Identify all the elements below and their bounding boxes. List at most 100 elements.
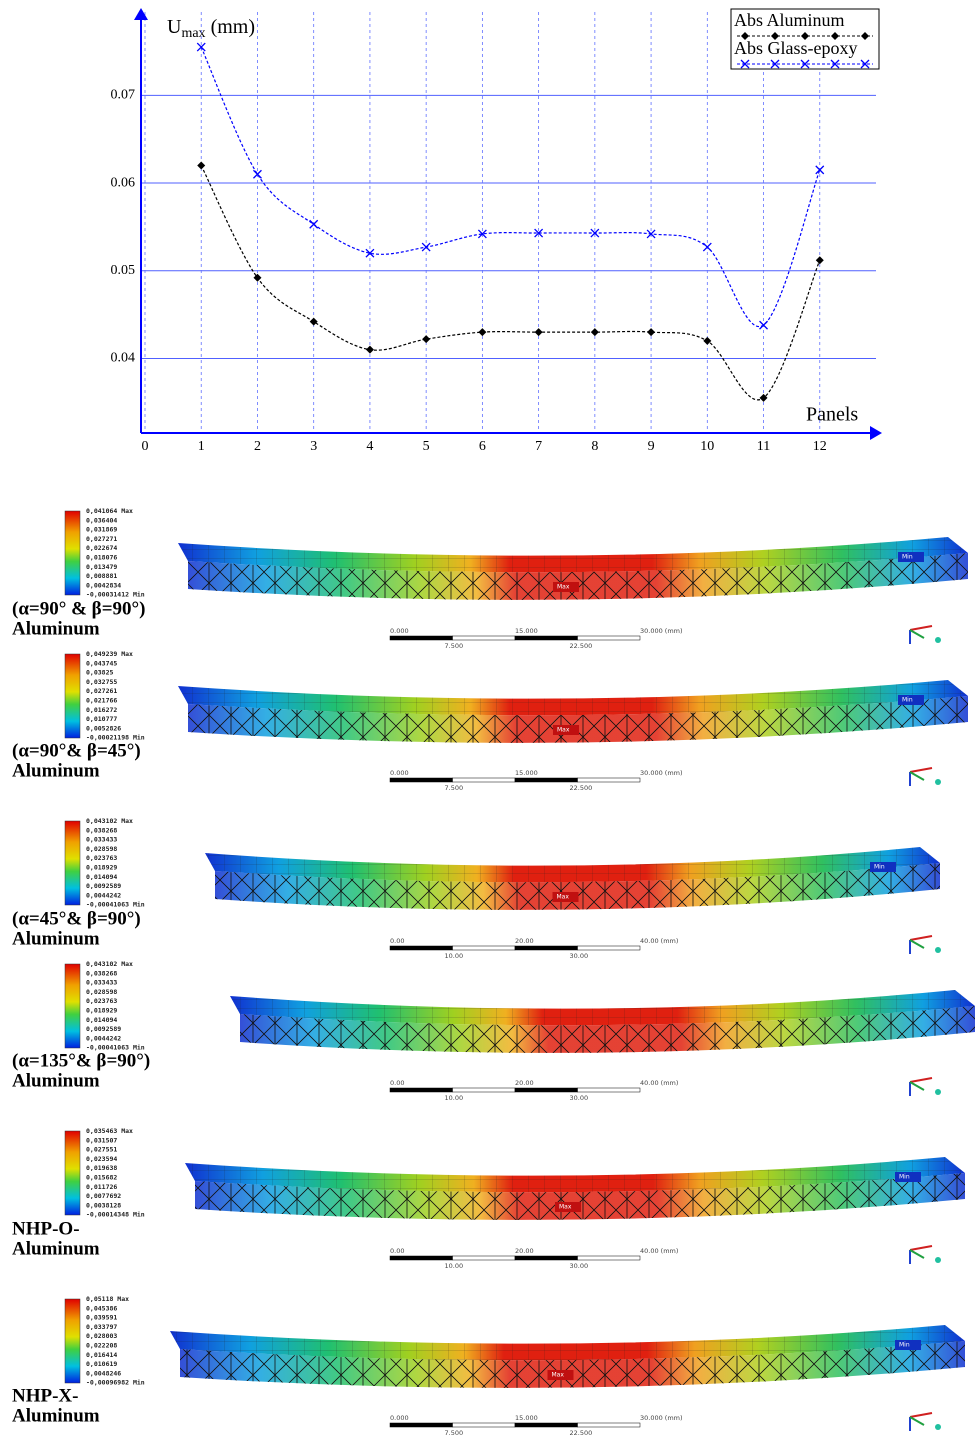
legend-value: 0,038268 [86,969,117,977]
legend-value: 0,013479 [86,563,117,571]
legend-colorbar [65,654,80,738]
scale-label: 30.00 [570,952,589,960]
triad-dot [935,947,941,953]
marker [816,256,824,264]
legend-value: 0,018929 [86,864,117,872]
legend-value: 0,032755 [86,678,117,686]
legend-value: 0,023763 [86,854,117,862]
marker [310,318,318,326]
scale-bar-segment [453,636,516,640]
legend-value: 0,0077692 [86,1192,121,1200]
scale-label: 0.000 [390,769,409,777]
panel-label: Aluminum [12,760,100,781]
legend-value: 0,043745 [86,659,117,667]
series-line [201,47,820,326]
marker [253,170,261,178]
legend-value: 0,033797 [86,1323,117,1331]
x-tick-label: 4 [366,439,373,454]
legend-value: 0,028003 [86,1332,117,1340]
scale-label: 15.000 [515,627,538,635]
legend-value: 0,0044242 [86,891,121,899]
result-tag-label: Max [552,1372,565,1379]
scale-bar-segment [390,1423,453,1427]
triad-dot [935,779,941,785]
legend-colorbar [65,511,80,595]
legend-value: 0,027261 [86,687,117,695]
marker [535,328,543,336]
triad-dot [935,637,941,643]
figure: Umax(mm) Panels 0.040.050.060.0701234567… [0,0,977,1442]
fe-panel: 0,043102 Max0,0382680,0334330,0285980,02… [12,960,975,1102]
panel-label: Aluminum [12,1238,100,1259]
series-line [201,165,820,399]
legend-value: 0,011726 [86,1183,117,1191]
legend-value: 0,03825 [86,669,113,677]
triad-dot [935,1089,941,1095]
fe-panel: 0,041064 Max0,0364040,0318690,0272710,02… [12,507,968,650]
scale-label: 30.000 (mm) [640,627,683,635]
triad-axis [910,768,932,772]
marker [197,161,205,169]
result-tag-label: Max [559,1204,572,1211]
scale-bar-segment [390,946,453,950]
triad-axis [910,1413,932,1417]
x-tick-label: 0 [142,439,149,454]
scale-bar-segment [390,1256,453,1260]
result-tag-label: Min [874,864,885,871]
scale-bar-segment [453,1423,516,1427]
legend-value: 0,023763 [86,997,117,1005]
panel-label: (α=90°& β=45°) [12,740,141,761]
legend-value: 0,0044242 [86,1034,121,1042]
legend-value: 0,019638 [86,1164,117,1172]
legend-value: 0,023594 [86,1155,117,1163]
y-label-symbol: U [167,16,182,38]
panel-label: NHP-O- [12,1218,80,1239]
x-tick-label: 6 [479,439,486,454]
marker [816,166,824,174]
scale-label: 20.00 [515,937,534,945]
legend: Abs AluminumAbs Glass-epoxy [731,9,879,69]
x-tick-label: 1 [198,439,205,454]
result-tag-label: Min [902,697,913,704]
triad-axis [910,1246,932,1250]
triad-axis [910,626,932,630]
legend-colorbar [65,964,80,1048]
x-axis-arrow [870,426,882,440]
legend-value: 0,0048246 [86,1369,121,1377]
legend-value: 0,016272 [86,706,117,714]
scale-bar-segment [515,778,578,782]
scale-label: 30.00 [570,1094,589,1102]
scale-bar-segment [390,636,453,640]
scale-bar-segment [453,1088,516,1092]
legend-value: 0,018929 [86,1007,117,1015]
legend-value: 0,05118 Max [86,1295,129,1303]
x-tick-label: 11 [757,439,770,454]
legend-colorbar [65,821,80,905]
legend-value: 0,036404 [86,516,117,524]
legend-value: 0,010619 [86,1360,117,1368]
scale-label: 40.00 (mm) [640,937,678,945]
marker [366,346,374,354]
triad-axis [910,772,924,780]
legend-colorbar [65,1299,80,1383]
legend-value: 0,022208 [86,1342,117,1350]
legend-value: -0,00014348 Min [86,1211,145,1219]
triad-dot [935,1257,941,1263]
triad-axis [910,1250,924,1258]
y-axis-label: Umax(mm) [167,16,255,42]
legend-value: 0,049239 Max [86,650,133,658]
legend-label: Abs Glass-epoxy [734,38,858,58]
scale-label: 0.000 [390,1414,409,1422]
scale-label: 0.00 [390,1079,404,1087]
scale-label: 7.500 [445,1429,464,1437]
scale-bar-segment [578,1256,641,1260]
legend-value: 0,033433 [86,836,117,844]
scale-label: 30.00 [570,1262,589,1270]
y-tick-label: 0.05 [111,263,136,278]
marker [703,243,711,251]
marker [310,220,318,228]
legend-value: 0,0038128 [86,1201,121,1209]
panel-label: Aluminum [12,618,100,639]
legend-value: 0,027551 [86,1146,117,1154]
